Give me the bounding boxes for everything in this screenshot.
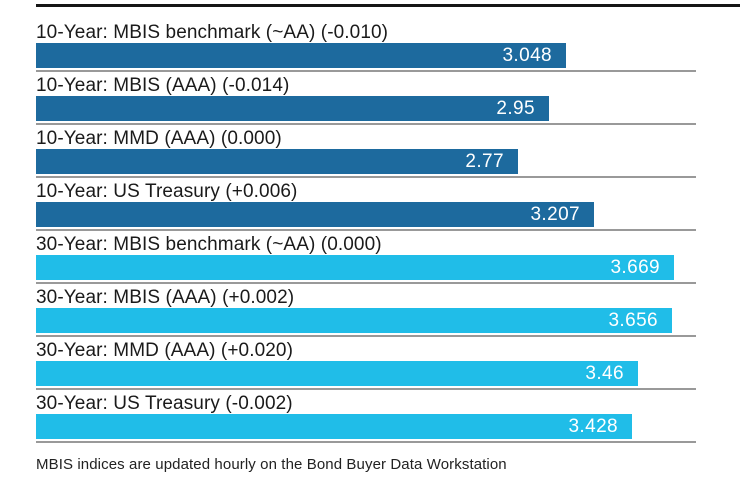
chart-row: 10-Year: MMD (AAA) (0.000) 2.77: [36, 128, 696, 181]
chart-row: 30-Year: US Treasury (-0.002) 3.428: [36, 393, 696, 446]
bar: 3.46: [36, 361, 638, 386]
bar-label: 30-Year: MBIS (AAA) (+0.002): [36, 287, 295, 308]
chart-row: 10-Year: MBIS benchmark (~AA) (-0.010) 3…: [36, 22, 696, 75]
chart-row: 30-Year: MMD (AAA) (+0.020) 3.46: [36, 340, 696, 393]
row-separator: [36, 123, 696, 125]
row-separator: [36, 282, 696, 284]
bar-value-label: 3.46: [585, 363, 624, 384]
bar-value-label: 3.656: [608, 310, 658, 331]
row-separator: [36, 335, 696, 337]
footer-note: MBIS indices are updated hourly on the B…: [36, 456, 507, 473]
bar-value-label: 3.048: [502, 45, 552, 66]
bar-label: 30-Year: MBIS benchmark (~AA) (0.000): [36, 234, 382, 255]
bar-value-label: 2.95: [496, 98, 535, 119]
bar-label: 10-Year: MBIS (AAA) (-0.014): [36, 75, 290, 96]
bar: 3.048: [36, 43, 566, 68]
bar-value-label: 3.428: [568, 416, 618, 437]
bar: 3.207: [36, 202, 594, 227]
row-separator: [36, 441, 696, 443]
chart-row: 10-Year: US Treasury (+0.006) 3.207: [36, 181, 696, 234]
bar: 3.656: [36, 308, 672, 333]
bar-label: 10-Year: MBIS benchmark (~AA) (-0.010): [36, 22, 389, 43]
bar-value-label: 3.669: [610, 257, 660, 278]
chart-row: 30-Year: MBIS benchmark (~AA) (0.000) 3.…: [36, 234, 696, 287]
bar: 2.95: [36, 96, 549, 121]
row-separator: [36, 229, 696, 231]
bar-label: 10-Year: MMD (AAA) (0.000): [36, 128, 282, 149]
row-separator: [36, 176, 696, 178]
bar: 3.669: [36, 255, 674, 280]
bar: 3.428: [36, 414, 632, 439]
chart-row: 10-Year: MBIS (AAA) (-0.014) 2.95: [36, 75, 696, 128]
bar: 2.77: [36, 149, 518, 174]
row-separator: [36, 388, 696, 390]
chart-row: 30-Year: MBIS (AAA) (+0.002) 3.656: [36, 287, 696, 340]
bar-label: 30-Year: US Treasury (-0.002): [36, 393, 293, 414]
row-separator: [36, 70, 696, 72]
chart-rows: 10-Year: MBIS benchmark (~AA) (-0.010) 3…: [36, 22, 696, 446]
bar-value-label: 3.207: [530, 204, 580, 225]
chart-top-rule: [36, 4, 740, 7]
bar-value-label: 2.77: [465, 151, 504, 172]
bar-label: 30-Year: MMD (AAA) (+0.020): [36, 340, 294, 361]
bar-label: 10-Year: US Treasury (+0.006): [36, 181, 298, 202]
